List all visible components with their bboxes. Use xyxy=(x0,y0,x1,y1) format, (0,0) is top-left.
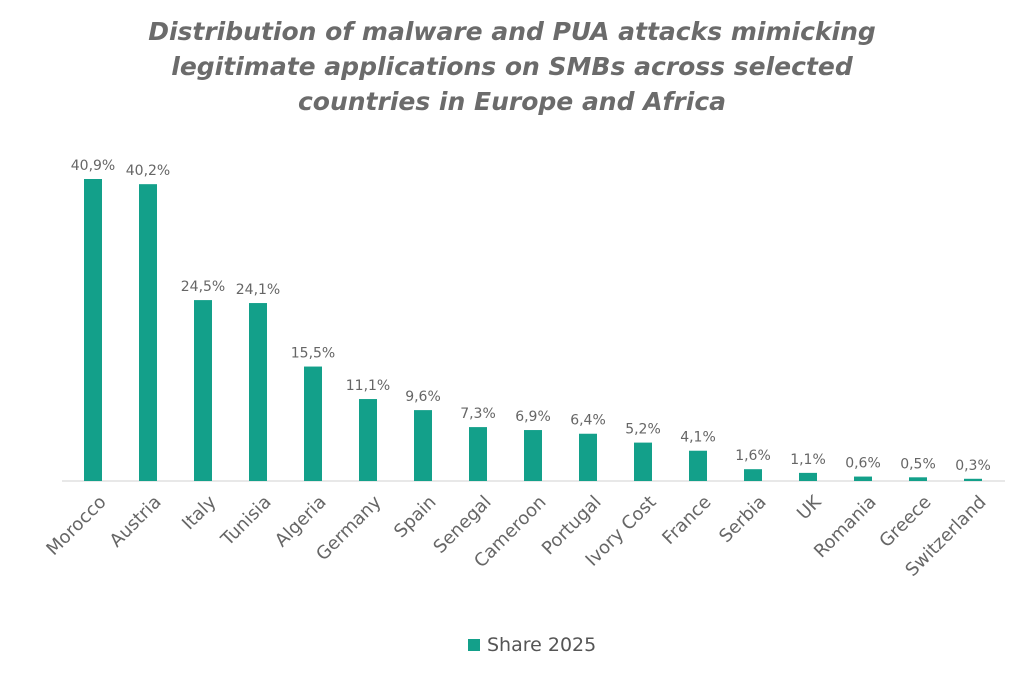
data-label: 0,3% xyxy=(955,458,991,474)
x-tick-label: Spain xyxy=(390,492,440,542)
data-label: 24,5% xyxy=(181,279,225,295)
data-label: 9,6% xyxy=(405,389,441,405)
data-label: 7,3% xyxy=(460,406,496,422)
title-line: Distribution of malware and PUA attacks … xyxy=(148,17,876,46)
bar-portugal xyxy=(579,433,597,481)
data-label: 40,2% xyxy=(126,163,170,179)
data-label: 15,5% xyxy=(291,346,335,362)
bar-senegal xyxy=(469,427,487,481)
data-label: 4,1% xyxy=(680,430,716,446)
bar-austria xyxy=(139,184,157,481)
data-label: 1,6% xyxy=(735,448,771,464)
bar-italy xyxy=(194,300,212,481)
bar-morocco xyxy=(84,179,102,481)
bar-switzerland xyxy=(964,478,982,481)
bar-france xyxy=(689,450,707,481)
x-tick-label: Austria xyxy=(106,492,166,552)
bar-spain xyxy=(414,410,432,481)
data-label: 11,1% xyxy=(346,378,390,394)
x-tick-label: Tunisia xyxy=(216,492,275,551)
legend-swatch xyxy=(468,639,480,651)
x-tick-label: Morocco xyxy=(42,492,110,560)
bar-cameroon xyxy=(524,430,542,481)
bar-algeria xyxy=(304,366,322,481)
x-tick-label: UK xyxy=(793,491,826,524)
bar-serbia xyxy=(744,469,762,481)
data-label: 6,9% xyxy=(515,409,551,425)
chart-title: Distribution of malware and PUA attacks … xyxy=(0,14,1024,119)
data-label: 6,4% xyxy=(570,413,606,429)
bar-uk xyxy=(799,472,817,481)
bar-romania xyxy=(854,476,872,481)
bar-tunisia xyxy=(249,303,267,481)
data-label: 1,1% xyxy=(790,452,826,468)
data-label: 0,6% xyxy=(845,456,881,472)
legend: Share 2025 xyxy=(468,634,596,656)
title-line: legitimate applications on SMBs across s… xyxy=(171,52,853,81)
data-label: 0,5% xyxy=(900,456,936,472)
bar-greece xyxy=(909,477,927,481)
bar-germany xyxy=(359,399,377,481)
data-label: 40,9% xyxy=(71,158,115,174)
x-tick-label: Serbia xyxy=(715,492,770,547)
title-line: countries in Europe and Africa xyxy=(297,87,727,116)
data-label: 5,2% xyxy=(625,422,661,438)
x-tick-label: France xyxy=(658,492,715,549)
legend-label: Share 2025 xyxy=(487,634,597,656)
bar-ivory-cost xyxy=(634,442,652,481)
data-label: 24,1% xyxy=(236,282,280,298)
x-tick-label: Italy xyxy=(178,491,221,534)
